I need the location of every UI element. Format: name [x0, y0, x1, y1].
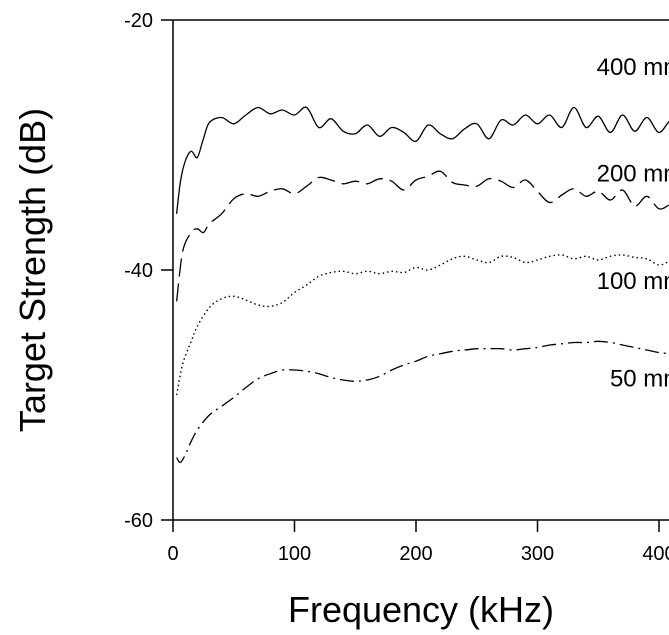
y-axis-title: Target Strength (dB)	[12, 108, 53, 432]
series-label: 100 mm	[597, 268, 669, 295]
series-line-3	[175, 254, 669, 396]
y-tick-label: -40	[124, 260, 153, 282]
x-tick-label: 0	[167, 543, 178, 565]
x-tick-label: 400	[642, 543, 669, 565]
y-axis-ticks: -20 -40 -60	[124, 10, 173, 532]
series-line-2	[175, 170, 669, 302]
series-label: 200 mm	[597, 160, 669, 187]
y-tick-label: -20	[124, 10, 153, 32]
series-line-4	[176, 340, 669, 464]
series-lines	[175, 106, 669, 464]
x-axis-ticks: 0 100 200 300 400	[167, 520, 669, 565]
plot-area	[172, 19, 669, 521]
x-axis-title: Frequency (kHz)	[288, 589, 554, 630]
series-labels: 400 mm 200 mm 100 mm 50 mm	[597, 54, 669, 392]
series-line-1	[175, 106, 669, 214]
x-tick-label: 300	[521, 543, 554, 565]
x-tick-label: 200	[399, 543, 432, 565]
y-tick-label: -60	[124, 510, 153, 532]
x-tick-label: 100	[278, 543, 311, 565]
series-label: 50 mm	[610, 365, 669, 392]
series-label: 400 mm	[597, 54, 669, 81]
